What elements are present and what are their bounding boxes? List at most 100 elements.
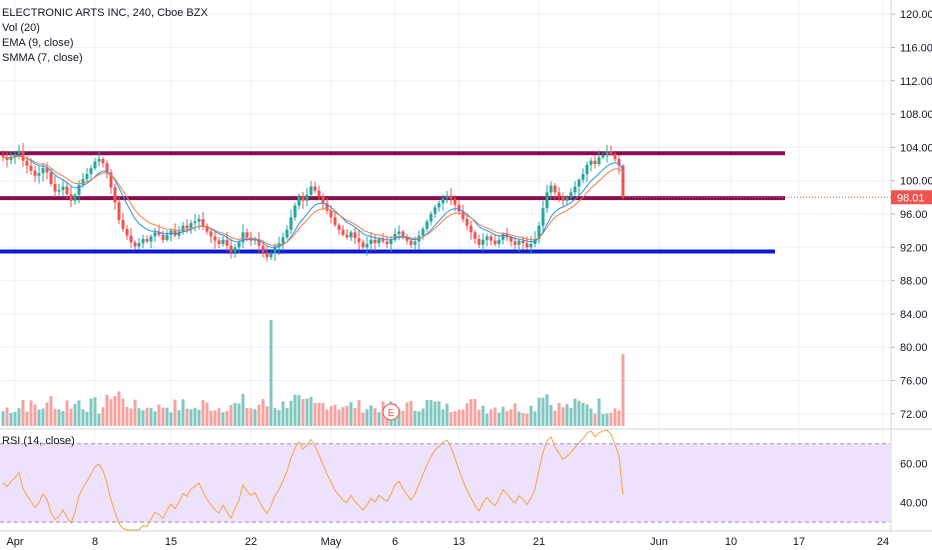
candle[interactable]: [621, 165, 625, 198]
candle[interactable]: [157, 232, 161, 235]
candle[interactable]: [25, 160, 29, 166]
candle[interactable]: [261, 245, 265, 253]
candle[interactable]: [173, 230, 177, 236]
smma-legend[interactable]: SMMA (7, close): [2, 52, 83, 64]
candle[interactable]: [229, 245, 233, 253]
candle[interactable]: [65, 186, 69, 195]
candle[interactable]: [221, 239, 225, 244]
candle[interactable]: [93, 161, 97, 169]
candle[interactable]: [89, 168, 93, 175]
candle[interactable]: [165, 234, 169, 240]
candle[interactable]: [141, 238, 145, 244]
candle[interactable]: [193, 221, 197, 224]
candle[interactable]: [269, 253, 273, 258]
candle[interactable]: [605, 151, 609, 155]
candle[interactable]: [57, 189, 61, 192]
candle[interactable]: [609, 151, 613, 155]
candle[interactable]: [45, 168, 49, 173]
candle[interactable]: [53, 184, 57, 192]
candle[interactable]: [585, 164, 589, 175]
candle[interactable]: [145, 238, 149, 242]
candle[interactable]: [337, 224, 341, 230]
candle[interactable]: [21, 150, 25, 161]
candle[interactable]: [477, 238, 481, 245]
candle[interactable]: [421, 228, 425, 236]
candle[interactable]: [1, 154, 5, 158]
candle[interactable]: [481, 239, 485, 245]
candle[interactable]: [465, 218, 469, 226]
earnings-markers[interactable]: EE: [382, 403, 932, 421]
candle[interactable]: [161, 234, 165, 240]
candle[interactable]: [301, 195, 305, 201]
candle[interactable]: [197, 218, 201, 222]
candle[interactable]: [537, 225, 541, 239]
candle[interactable]: [413, 241, 417, 245]
candle[interactable]: [333, 217, 337, 225]
candle[interactable]: [101, 159, 105, 164]
candle[interactable]: [489, 236, 493, 241]
candle[interactable]: [565, 197, 569, 201]
candle[interactable]: [529, 243, 533, 248]
candle[interactable]: [369, 239, 373, 244]
candle[interactable]: [237, 242, 241, 248]
candle[interactable]: [109, 172, 113, 188]
candle[interactable]: [453, 199, 457, 205]
candle[interactable]: [209, 231, 213, 237]
candle[interactable]: [469, 225, 473, 233]
candle[interactable]: [429, 214, 433, 222]
candle[interactable]: [577, 179, 581, 187]
candle[interactable]: [597, 157, 601, 165]
candle[interactable]: [321, 196, 325, 204]
candle[interactable]: [353, 232, 357, 239]
candle[interactable]: [265, 252, 269, 258]
candle[interactable]: [497, 239, 501, 244]
candle[interactable]: [205, 225, 209, 232]
candle[interactable]: [61, 186, 65, 190]
candle[interactable]: [49, 172, 53, 185]
candle[interactable]: [257, 238, 261, 246]
candle[interactable]: [121, 219, 125, 229]
candle[interactable]: [553, 185, 557, 193]
candle[interactable]: [113, 187, 117, 203]
candle[interactable]: [137, 243, 141, 247]
candle[interactable]: [549, 185, 553, 193]
candle[interactable]: [313, 186, 317, 191]
candle[interactable]: [17, 150, 21, 155]
candle[interactable]: [149, 236, 153, 242]
candle[interactable]: [613, 154, 617, 160]
candle[interactable]: [241, 232, 245, 243]
candle[interactable]: [97, 159, 101, 162]
candle[interactable]: [245, 232, 249, 238]
candle[interactable]: [181, 225, 185, 232]
candle[interactable]: [289, 217, 293, 230]
candle[interactable]: [293, 205, 297, 218]
candle[interactable]: [501, 233, 505, 240]
candle[interactable]: [377, 238, 381, 244]
candle[interactable]: [385, 241, 389, 244]
candle[interactable]: [473, 232, 477, 239]
candle[interactable]: [125, 228, 129, 236]
candle[interactable]: [225, 239, 229, 246]
candle[interactable]: [517, 240, 521, 245]
candle[interactable]: [405, 236, 409, 241]
candle[interactable]: [117, 202, 121, 220]
ema-legend[interactable]: EMA (9, close): [2, 37, 74, 49]
candle[interactable]: [601, 154, 605, 158]
candle[interactable]: [617, 159, 621, 166]
candle[interactable]: [389, 239, 393, 244]
candle[interactable]: [433, 207, 437, 214]
candle[interactable]: [345, 234, 349, 238]
candle[interactable]: [513, 241, 517, 245]
candle[interactable]: [233, 247, 237, 253]
candle[interactable]: [33, 170, 37, 176]
candle[interactable]: [201, 218, 205, 226]
candle[interactable]: [573, 186, 577, 193]
candle[interactable]: [593, 160, 597, 165]
candle[interactable]: [485, 236, 489, 240]
candle[interactable]: [305, 194, 309, 201]
candle[interactable]: [73, 194, 77, 201]
horizontal-lines[interactable]: [0, 151, 785, 254]
candle[interactable]: [297, 195, 301, 206]
candle[interactable]: [437, 203, 441, 208]
candle[interactable]: [153, 232, 157, 237]
